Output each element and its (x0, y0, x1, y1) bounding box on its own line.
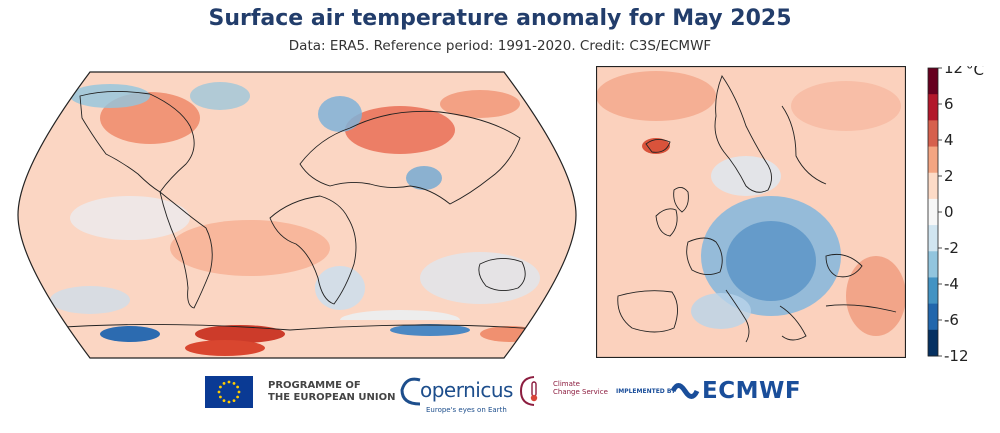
eu-flag-icon (205, 376, 253, 408)
c3s-line-1: Climate (553, 380, 580, 388)
eu-programme-text: PROGRAMME OF THE EUROPEAN UNION (268, 380, 396, 404)
eu-line-1: PROGRAMME OF (268, 380, 361, 391)
colorbar-tick-label: -12 (944, 347, 969, 365)
colorbar-tick-label: -6 (944, 311, 959, 329)
colorbar-swatch (928, 198, 938, 226)
page-subtitle: Data: ERA5. Reference period: 1991-2020.… (288, 38, 712, 54)
c3s-line-2: Change Service (553, 388, 608, 396)
ecmwf-symbol-icon (670, 383, 700, 399)
colorbar: 12 6 4 2 0 -2 -4 -6 -12 °C (927, 66, 984, 365)
c3s-text: Climate Change Service (553, 380, 608, 396)
colorbar-tick-label: 12 (944, 66, 963, 77)
colorbar-swatch (928, 172, 938, 200)
colorbar-tick-label: -4 (944, 275, 959, 293)
colorbar-tick-label: 6 (944, 95, 954, 113)
colorbar-swatch (928, 120, 938, 148)
thermometer-icon (519, 376, 538, 406)
europe-map (596, 66, 906, 358)
logo-bar: PROGRAMME OF THE EUROPEAN UNION opernicu… (0, 370, 1000, 430)
ecmwf-logo-text: ECMWF (702, 378, 802, 404)
colorbar-swatch (928, 329, 938, 357)
world-map (17, 71, 577, 359)
colorbar-tick-label: -2 (944, 239, 959, 257)
page-title: Surface air temperature anomaly for May … (208, 6, 792, 31)
colorbar-tick-label: 2 (944, 167, 954, 185)
copernicus-tagline: Europe's eyes on Earth (426, 406, 507, 414)
colorbar-swatch (928, 94, 938, 121)
colorbar-tick-label: 4 (944, 131, 954, 149)
eu-line-2: THE EUROPEAN UNION (268, 392, 396, 403)
colorbar-tick-label: 0 (944, 203, 954, 221)
colorbar-unit: °C (966, 66, 984, 79)
colorbar-swatch (928, 303, 938, 331)
copernicus-c-icon (400, 377, 421, 406)
colorbar-swatch (928, 251, 938, 278)
colorbar-swatch (928, 68, 938, 95)
copernicus-logo-text: opernicus (420, 378, 513, 402)
colorbar-swatch (928, 277, 938, 305)
colorbar-swatch (928, 146, 938, 174)
implemented-by-text: IMPLEMENTED BY (616, 388, 676, 395)
colorbar-swatch (928, 225, 938, 252)
